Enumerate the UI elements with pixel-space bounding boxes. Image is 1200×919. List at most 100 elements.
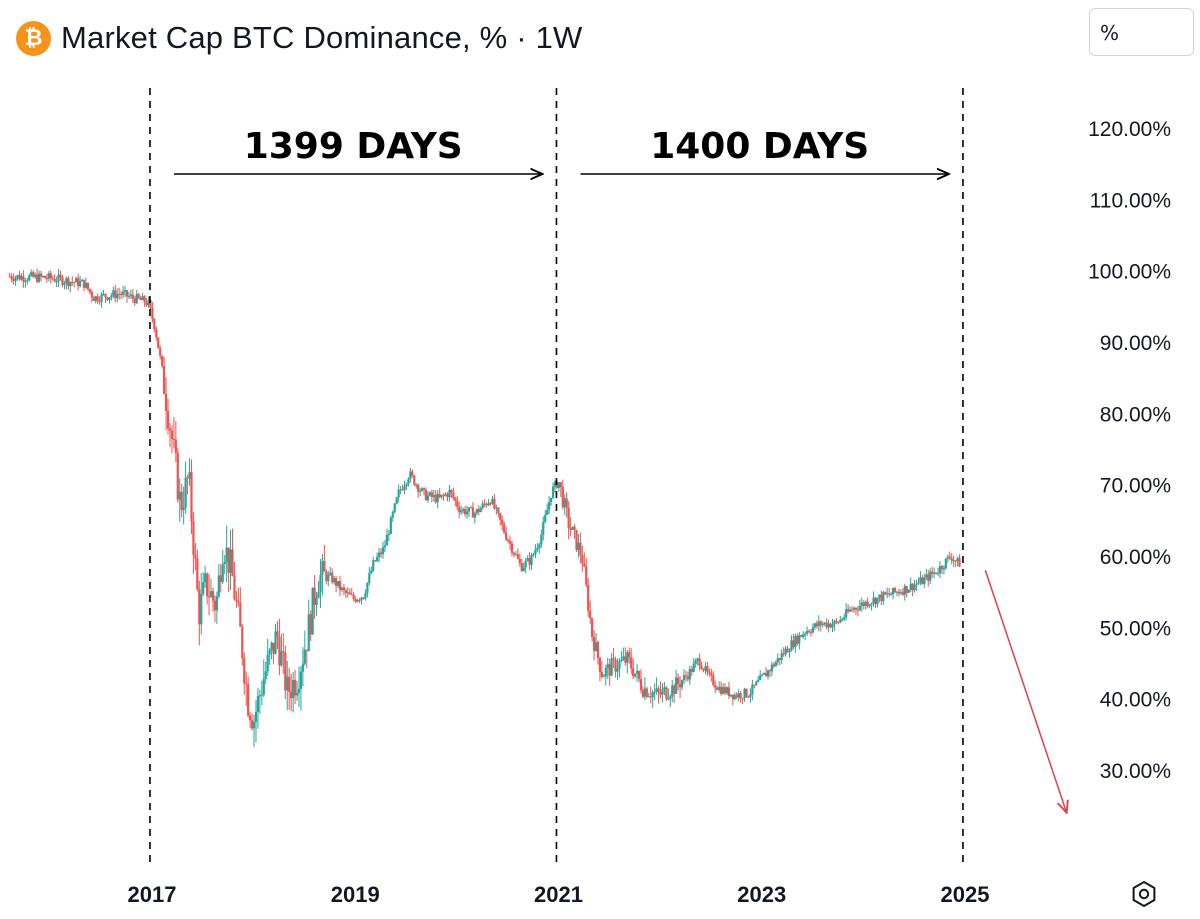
candle: [641, 686, 645, 699]
y-tick-label: 120.00%: [1088, 118, 1171, 141]
candle: [665, 686, 668, 702]
candle: [833, 619, 836, 631]
candle: [835, 617, 838, 625]
candle: [745, 688, 748, 698]
candle: [241, 623, 244, 666]
candle: [377, 547, 381, 563]
y-tick-label: 80.00%: [1100, 403, 1171, 426]
candle: [422, 487, 426, 496]
candle: [782, 647, 785, 657]
candle: [518, 553, 521, 567]
candle: [608, 658, 611, 686]
candle: [700, 661, 703, 670]
candle: [948, 551, 951, 560]
candle: [737, 689, 740, 702]
candle: [786, 645, 789, 653]
candle: [890, 591, 893, 596]
candle: [727, 681, 731, 699]
candle: [127, 291, 131, 300]
candle: [698, 653, 701, 671]
candle: [505, 526, 508, 541]
candle: [389, 515, 392, 535]
candle: [845, 603, 848, 621]
candle: [829, 622, 832, 629]
candle: [12, 273, 15, 285]
candle: [333, 575, 336, 585]
candle: [594, 632, 598, 652]
candle: [356, 598, 359, 603]
candle: [290, 673, 293, 712]
candle: [563, 494, 566, 516]
candle: [747, 695, 750, 698]
candle: [313, 574, 316, 619]
candle: [870, 602, 873, 611]
candle: [49, 270, 52, 284]
candle: [379, 548, 383, 558]
candle: [276, 621, 279, 650]
candle: [774, 660, 777, 667]
candle: [735, 692, 738, 700]
candle: [266, 638, 269, 676]
candle: [385, 528, 389, 546]
candle: [254, 700, 258, 743]
candle: [852, 606, 856, 613]
candle: [729, 694, 732, 698]
candle: [415, 483, 418, 489]
candle: [669, 694, 672, 708]
candle: [92, 296, 95, 301]
candle: [194, 542, 197, 571]
candle: [430, 489, 433, 503]
scale-selector[interactable]: %: [1089, 8, 1194, 56]
y-tick-label: 60.00%: [1100, 546, 1171, 569]
candle: [819, 620, 822, 632]
candle: [956, 556, 959, 567]
candle: [858, 599, 861, 612]
candle: [495, 504, 498, 515]
candle: [602, 673, 605, 678]
candle: [600, 661, 603, 679]
candle: [528, 552, 531, 571]
candle: [907, 589, 910, 594]
candle: [895, 590, 899, 597]
candle: [30, 269, 33, 277]
candle: [319, 558, 322, 609]
candle: [639, 669, 643, 694]
candle: [688, 665, 691, 686]
chart-title: Market Cap BTC Dominance, % · 1W: [61, 20, 583, 55]
candle: [659, 681, 662, 699]
candle: [432, 489, 435, 502]
candle: [262, 659, 265, 698]
candle: [249, 712, 252, 728]
candle: [508, 535, 512, 550]
candle: [596, 640, 600, 665]
candle: [100, 291, 103, 308]
candle: [917, 577, 920, 585]
candle: [680, 679, 684, 691]
chart-settings-button[interactable]: [1127, 877, 1161, 911]
candle: [90, 289, 93, 303]
candle: [67, 275, 70, 290]
candle: [792, 634, 795, 650]
candle: [583, 552, 586, 568]
candle: [164, 377, 168, 431]
candle: [813, 622, 817, 630]
projection-arrow: [984, 570, 1066, 813]
candle: [684, 670, 688, 682]
candle: [121, 285, 125, 299]
candle: [96, 293, 99, 304]
candles-layer: [8, 268, 961, 748]
candle: [657, 685, 660, 704]
candle: [278, 618, 281, 676]
candle: [444, 492, 447, 497]
candle: [891, 587, 895, 600]
candle: [360, 596, 363, 605]
candle: [366, 582, 369, 598]
candle: [671, 679, 674, 703]
candle: [14, 275, 17, 286]
y-tick-label: 90.00%: [1100, 332, 1171, 355]
candle: [63, 280, 66, 290]
candle: [235, 590, 238, 608]
candle: [51, 275, 54, 281]
candle: [731, 694, 734, 706]
